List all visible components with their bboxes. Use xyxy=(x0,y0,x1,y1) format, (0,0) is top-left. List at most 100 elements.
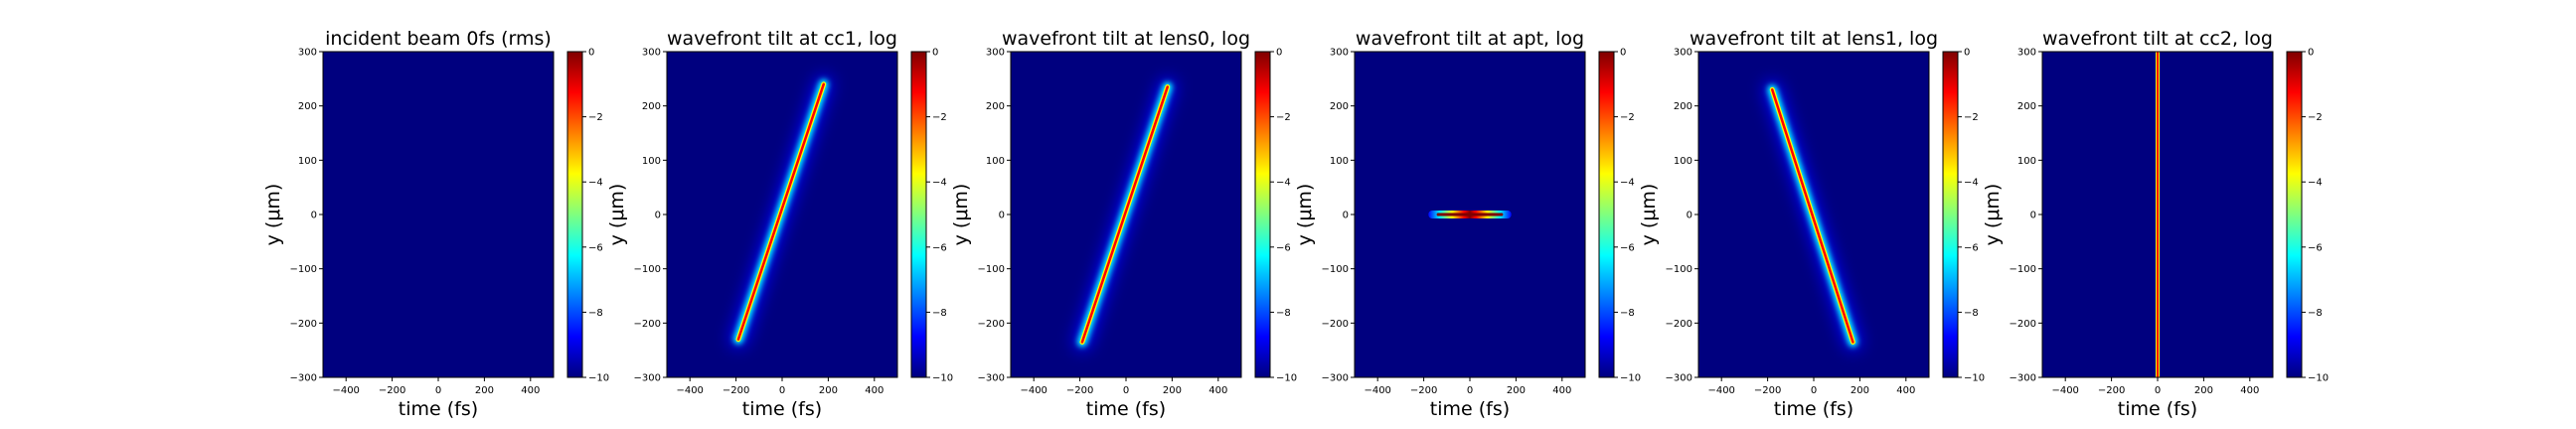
y-tick-label: 200 xyxy=(2017,101,2036,112)
colorbar-tick-label: −4 xyxy=(932,178,947,189)
y-axis-label: y (μm) xyxy=(1982,184,2004,246)
colorbar-tick-label: 0 xyxy=(932,48,938,59)
x-tick-label: −400 xyxy=(1364,385,1390,396)
stripe-core xyxy=(1770,88,1854,344)
x-tick-label: −200 xyxy=(1066,385,1093,396)
y-tick-label: 200 xyxy=(1330,101,1349,112)
x-tick-label: 200 xyxy=(1851,385,1869,396)
colorbar-tick-label: −6 xyxy=(2308,242,2323,253)
colorbar-tick-label: −8 xyxy=(588,308,603,319)
colorbar-tick-label: −4 xyxy=(2308,178,2323,189)
colorbar-tick-label: −10 xyxy=(1964,373,1985,384)
y-tick-label: −200 xyxy=(2010,319,2036,330)
panel-title: wavefront tilt at apt, log xyxy=(1356,28,1584,50)
x-tick-label: −400 xyxy=(332,385,359,396)
panel-title: wavefront tilt at lens0, log xyxy=(1002,28,1250,50)
x-axis-label: time (fs) xyxy=(2118,398,2197,420)
colorbar xyxy=(910,51,927,378)
y-tick-label: 200 xyxy=(986,101,1005,112)
y-tick-label: −200 xyxy=(290,319,317,330)
y-tick-label: 0 xyxy=(2030,211,2036,221)
colorbar xyxy=(566,51,583,378)
x-tick-label: 200 xyxy=(2194,385,2213,396)
colorbar xyxy=(2286,51,2303,378)
y-tick-label: 0 xyxy=(1343,211,1349,221)
x-axis-label: time (fs) xyxy=(399,398,478,420)
x-tick-label: 400 xyxy=(1896,385,1915,396)
y-tick-label: 300 xyxy=(2017,48,2036,59)
panel-2: −400 −200 0 200 400−300−200−1000100200300wav… xyxy=(606,28,953,420)
y-tick-label: 200 xyxy=(642,101,661,112)
stripe-core xyxy=(1080,85,1170,344)
x-tick-label: 400 xyxy=(865,385,884,396)
y-tick-label: 300 xyxy=(642,48,661,59)
x-tick-label: 400 xyxy=(1552,385,1571,396)
y-tick-label: −300 xyxy=(1322,373,1349,384)
colorbar-tick-label: −6 xyxy=(1964,242,1979,253)
x-tick-label: −400 xyxy=(1707,385,1734,396)
panel-1: −400 −200 0 200 400−300−200−1000100200300inc… xyxy=(262,28,609,420)
x-tick-label: −200 xyxy=(723,385,749,396)
x-tick-label: −200 xyxy=(379,385,405,396)
y-axis-label: y (μm) xyxy=(1638,184,1660,246)
y-tick-label: 0 xyxy=(1687,211,1692,221)
colorbar-tick-label: −8 xyxy=(2308,308,2323,319)
y-tick-label: −300 xyxy=(2010,373,2036,384)
x-tick-label: 200 xyxy=(1507,385,1526,396)
y-tick-label: −200 xyxy=(634,319,661,330)
x-tick-label: 400 xyxy=(2240,385,2259,396)
y-tick-label: 0 xyxy=(311,211,317,221)
colorbar-tick-label: −2 xyxy=(1964,112,1979,123)
focus-core xyxy=(1436,213,1504,216)
y-tick-label: 0 xyxy=(655,211,661,221)
y-tick-label: 300 xyxy=(298,48,317,59)
y-axis-label: y (μm) xyxy=(262,184,284,246)
x-axis-label: time (fs) xyxy=(1086,398,1166,420)
y-tick-label: −300 xyxy=(1666,373,1692,384)
stripe-core xyxy=(736,82,826,341)
heatmap-background xyxy=(323,52,554,377)
colorbar-tick-label: −6 xyxy=(932,242,947,253)
colorbar-tick-label: −6 xyxy=(588,242,603,253)
panel-title: incident beam 0fs (rms) xyxy=(325,28,552,50)
y-tick-label: −100 xyxy=(634,264,661,275)
panel-title: wavefront tilt at lens1, log xyxy=(1690,28,1938,50)
x-tick-label: 200 xyxy=(1163,385,1182,396)
y-tick-label: −100 xyxy=(2010,264,2036,275)
colorbar-tick-label: −10 xyxy=(2308,373,2329,384)
x-tick-label: 200 xyxy=(475,385,494,396)
panel-title: wavefront tilt at cc2, log xyxy=(2042,28,2273,50)
y-tick-label: 200 xyxy=(1674,101,1692,112)
colorbar-tick-label: −4 xyxy=(1964,178,1979,189)
colorbar-tick-label: −8 xyxy=(1276,308,1291,319)
y-tick-label: −300 xyxy=(290,373,317,384)
y-axis-label: y (μm) xyxy=(606,184,628,246)
panel-6: −400 −200 0 200 400−300−200−1000100200300wav… xyxy=(1982,28,2329,420)
colorbar-tick-label: −10 xyxy=(932,373,953,384)
y-tick-label: −300 xyxy=(634,373,661,384)
y-tick-label: 200 xyxy=(298,101,317,112)
y-tick-label: 300 xyxy=(986,48,1005,59)
x-tick-label: 400 xyxy=(521,385,540,396)
colorbar-tick-label: −2 xyxy=(1276,112,1291,123)
y-tick-label: −300 xyxy=(978,373,1005,384)
x-axis-label: time (fs) xyxy=(1430,398,1510,420)
x-tick-label: −400 xyxy=(1020,385,1046,396)
colorbar-tick-label: −2 xyxy=(932,112,947,123)
panel-5: −400 −200 0 200 400−300−200−1000100200300wav… xyxy=(1638,28,1985,420)
x-tick-label: −200 xyxy=(1754,385,1781,396)
y-tick-label: 300 xyxy=(1674,48,1692,59)
colorbar-tick-label: −8 xyxy=(1964,308,1979,319)
colorbar-tick-label: −8 xyxy=(932,308,947,319)
colorbar xyxy=(1254,51,1271,378)
x-axis-label: time (fs) xyxy=(1774,398,1853,420)
y-tick-label: −100 xyxy=(1666,264,1692,275)
x-tick-label: 200 xyxy=(819,385,838,396)
colorbar-tick-label: −4 xyxy=(588,178,603,189)
y-axis-label: y (μm) xyxy=(1294,184,1316,246)
y-tick-label: 100 xyxy=(1330,156,1349,167)
y-tick-label: 100 xyxy=(298,156,317,167)
y-tick-label: −100 xyxy=(290,264,317,275)
y-tick-label: 100 xyxy=(986,156,1005,167)
y-tick-label: −100 xyxy=(1322,264,1349,275)
